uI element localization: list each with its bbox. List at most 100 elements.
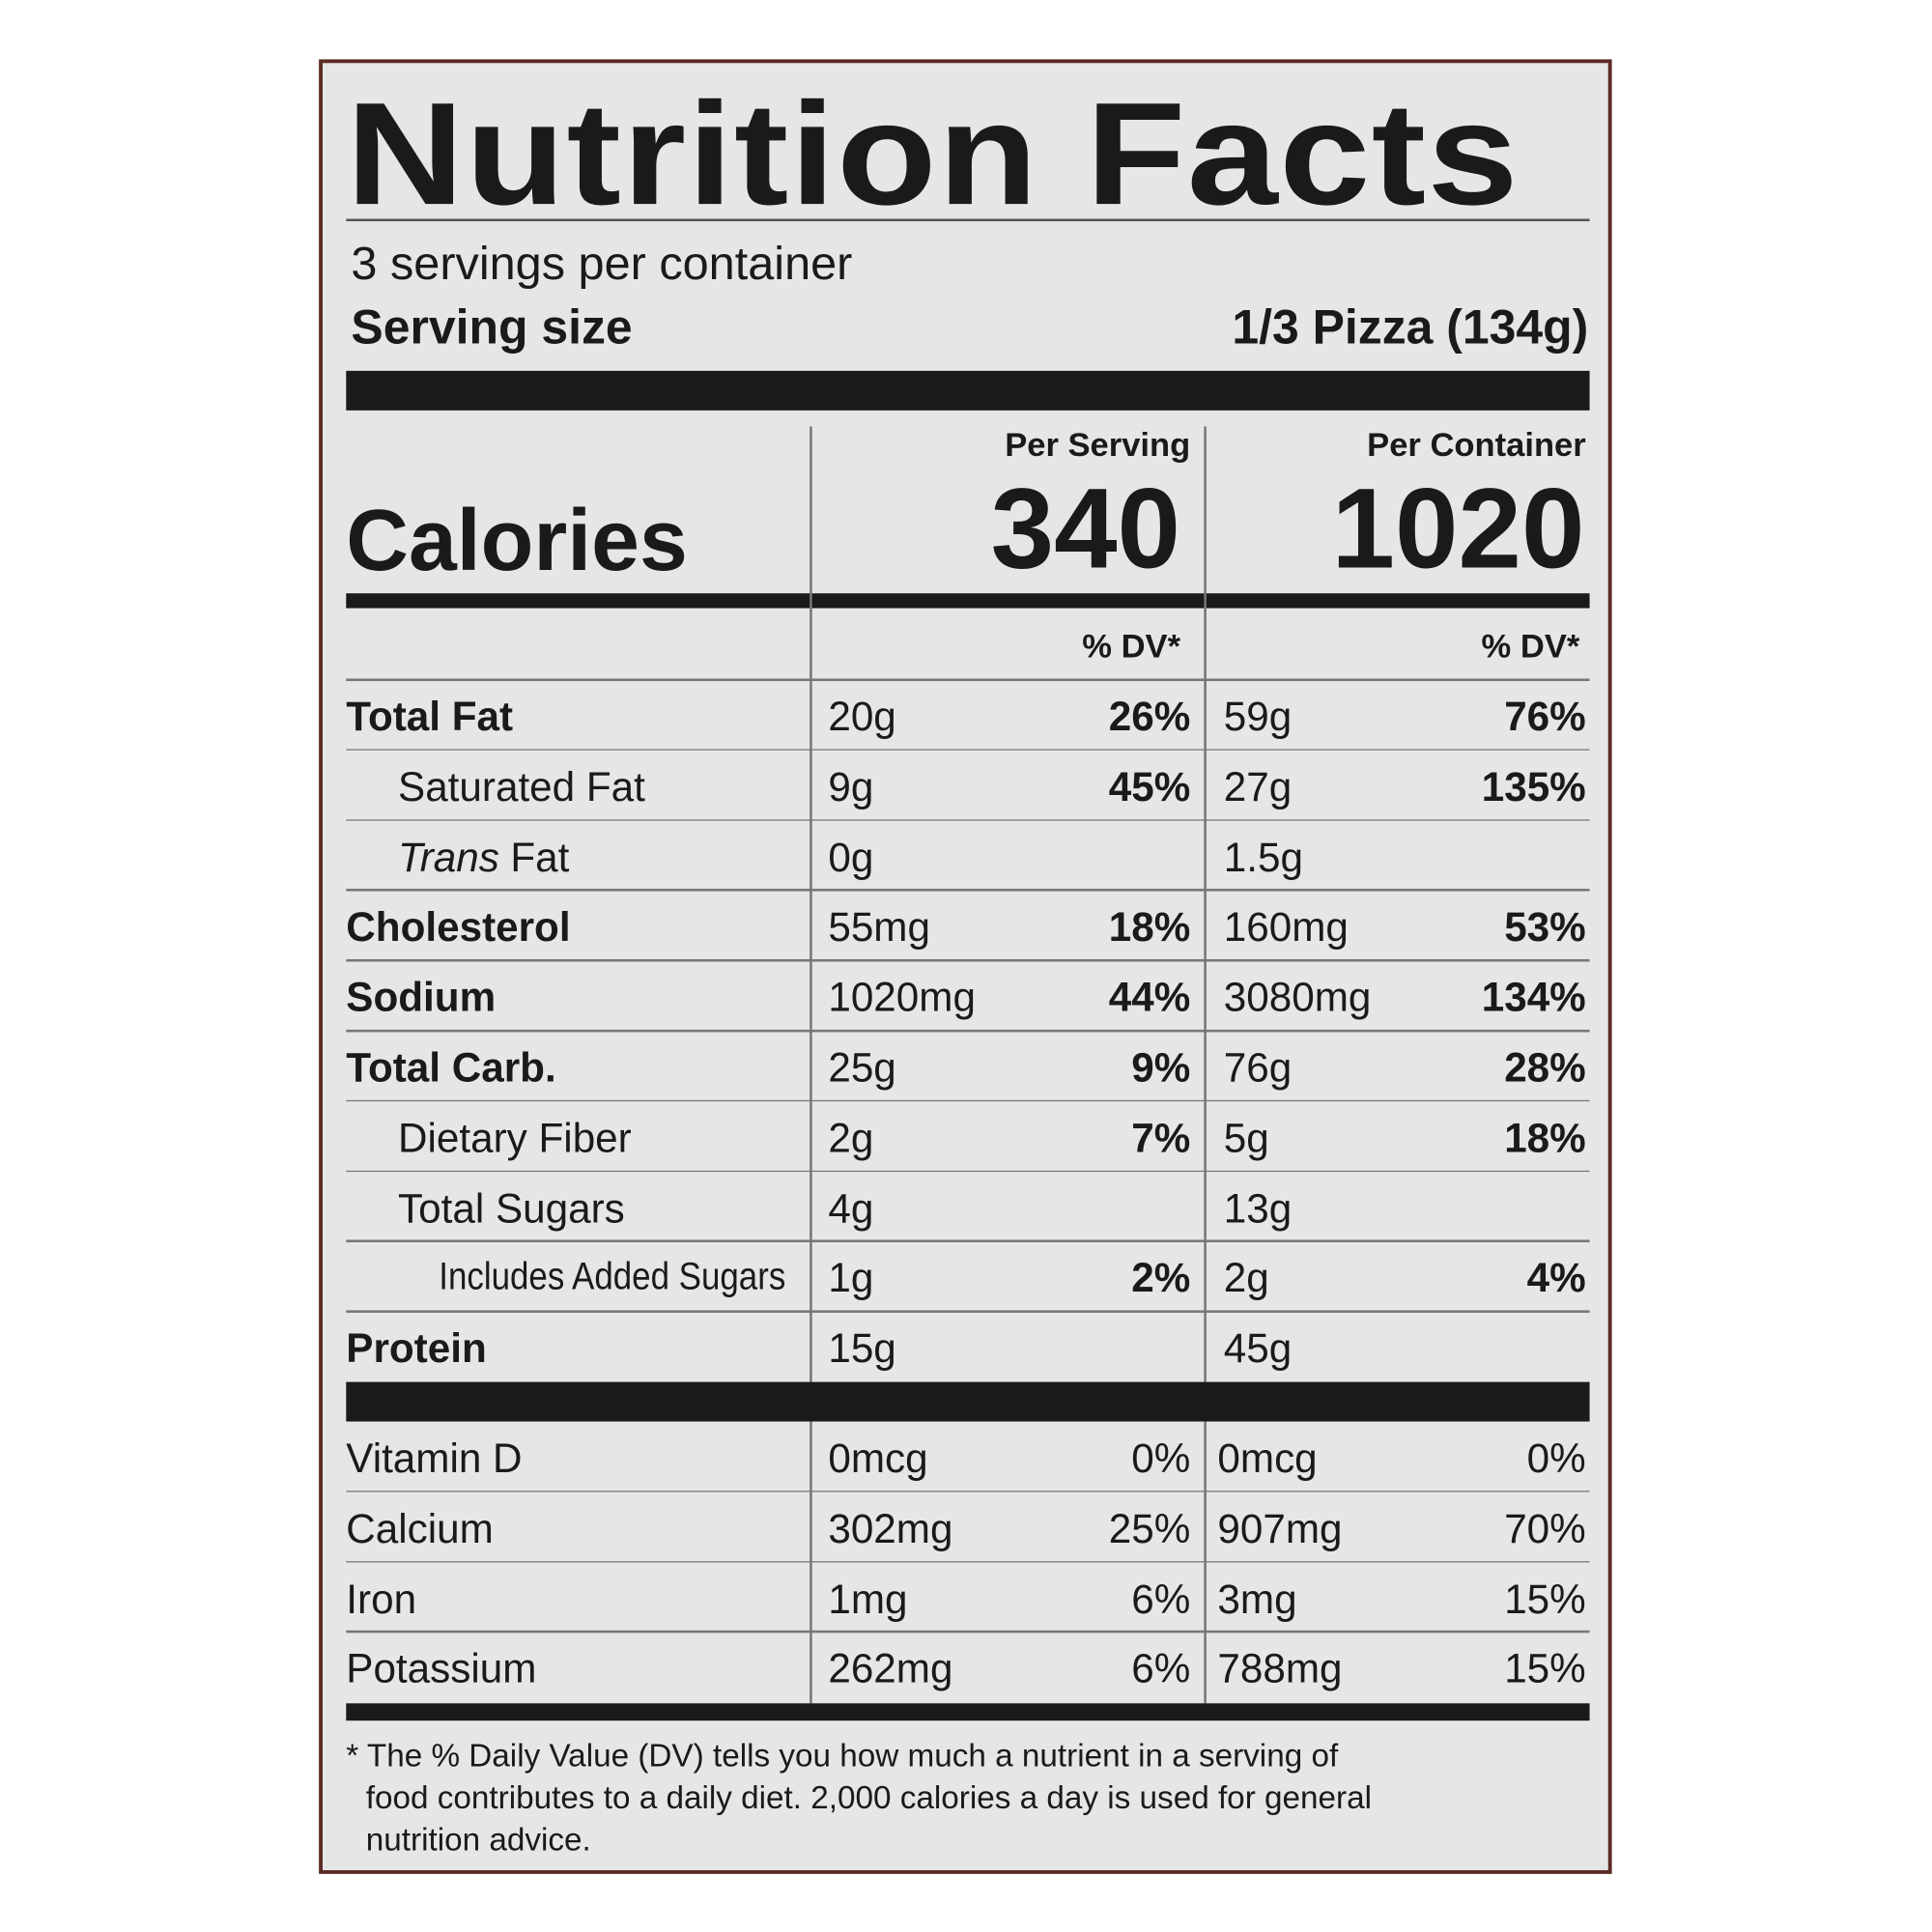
dv: 18% xyxy=(1504,1114,1586,1161)
nutrient-label: Total Fat xyxy=(346,693,514,740)
bar xyxy=(346,1381,1590,1422)
amount: 15g xyxy=(828,1324,896,1372)
serving-size-label: Serving size xyxy=(351,301,633,355)
dv: 15% xyxy=(1504,1645,1586,1691)
nutrient-label: Protein xyxy=(346,1324,487,1372)
nutrient-label: Saturated Fat xyxy=(398,763,645,810)
col-header: Per Container xyxy=(1367,426,1586,464)
nutrient-label: Sodium xyxy=(346,974,497,1020)
nutrient-label: Includes Added Sugars xyxy=(439,1255,786,1299)
dv: 2% xyxy=(1131,1255,1191,1301)
amount: 302mg xyxy=(828,1505,953,1551)
rule xyxy=(346,889,1590,892)
amount: 27g xyxy=(1223,763,1293,810)
amount: 1.5g xyxy=(1223,834,1303,880)
amount: 1mg xyxy=(828,1575,908,1622)
rule xyxy=(346,959,1590,962)
calories-value: 340 xyxy=(990,466,1181,592)
amount: 3080mg xyxy=(1223,974,1372,1020)
rule xyxy=(346,1239,1590,1242)
amount: 0g xyxy=(828,834,874,880)
rule xyxy=(346,678,1590,681)
rule xyxy=(346,1560,1590,1563)
vitamin-label: Iron xyxy=(346,1575,417,1622)
col-divider xyxy=(810,426,812,1382)
amount: 1020mg xyxy=(828,974,976,1020)
rule xyxy=(346,1170,1590,1173)
dv: 134% xyxy=(1481,974,1586,1020)
amount: 76g xyxy=(1223,1044,1293,1091)
servings: 3 servings per container xyxy=(351,238,853,291)
dv: 53% xyxy=(1504,903,1586,951)
amount: 3mg xyxy=(1217,1575,1297,1622)
col-divider xyxy=(1204,426,1207,1382)
amount: 20g xyxy=(828,693,896,740)
dv: 135% xyxy=(1481,763,1586,810)
nutrition-label xyxy=(319,59,1612,1874)
title: Nutrition Facts xyxy=(346,72,1520,237)
amount: 13g xyxy=(1223,1184,1293,1231)
rule xyxy=(346,1490,1590,1492)
amount: 0mcg xyxy=(1217,1435,1318,1481)
footnote: * The % Daily Value (DV) tells you how m… xyxy=(346,1736,1339,1775)
vitamin-label: Potassium xyxy=(346,1645,537,1691)
calories-value: 1020 xyxy=(1331,466,1585,592)
dv: 0% xyxy=(1131,1435,1191,1481)
amount: 788mg xyxy=(1217,1645,1343,1691)
amount: 160mg xyxy=(1223,903,1349,951)
vitamin-label: Vitamin D xyxy=(346,1435,523,1481)
dv: 70% xyxy=(1504,1505,1586,1551)
nutrient-label-italic: Trans xyxy=(398,834,499,880)
amount: 9g xyxy=(828,763,874,810)
dv: 6% xyxy=(1131,1575,1191,1622)
amount: 5g xyxy=(1223,1114,1269,1161)
dv-header: % DV* xyxy=(1082,628,1181,666)
thick-bar xyxy=(346,370,1590,411)
rule xyxy=(346,218,1590,222)
dv: 6% xyxy=(1131,1645,1191,1691)
dv: 25% xyxy=(1108,1505,1191,1551)
nutrient-label: Cholesterol xyxy=(346,903,571,951)
rule xyxy=(346,1099,1590,1102)
dv: 15% xyxy=(1504,1575,1586,1622)
footnote: food contributes to a daily diet. 2,000 … xyxy=(365,1778,1372,1816)
dv: 0% xyxy=(1526,1435,1586,1481)
amount: 55mg xyxy=(828,903,930,951)
bar xyxy=(346,1703,1590,1721)
dv: 44% xyxy=(1108,974,1191,1020)
rule xyxy=(346,1310,1590,1313)
amount: 45g xyxy=(1223,1324,1293,1372)
calories-label: Calories xyxy=(346,492,688,589)
nutrient-label: Trans Fat xyxy=(398,837,569,877)
nutrient-label: Total Carb. xyxy=(346,1044,556,1091)
rule xyxy=(346,749,1590,752)
rule xyxy=(346,1631,1590,1634)
dv: 7% xyxy=(1131,1114,1191,1161)
amount: 262mg xyxy=(828,1645,953,1691)
vitamin-label: Calcium xyxy=(346,1505,494,1551)
col-header: Per Serving xyxy=(1005,426,1191,464)
amount: 4g xyxy=(828,1184,874,1231)
dv: 26% xyxy=(1108,693,1191,740)
dv: 76% xyxy=(1504,693,1586,740)
amount: 0mcg xyxy=(828,1435,928,1481)
amount: 907mg xyxy=(1217,1505,1343,1551)
nutrient-label: Total Sugars xyxy=(398,1184,625,1231)
nutrient-label-text: Fat xyxy=(510,834,570,880)
dv: 4% xyxy=(1526,1255,1586,1301)
amount: 2g xyxy=(828,1114,874,1161)
dv: 45% xyxy=(1108,763,1191,810)
footnote: nutrition advice. xyxy=(365,1820,591,1859)
dv: 9% xyxy=(1131,1044,1191,1091)
nutrient-label: Dietary Fiber xyxy=(398,1114,632,1161)
dv: 18% xyxy=(1108,903,1191,951)
rule xyxy=(346,1029,1590,1032)
amount: 2g xyxy=(1223,1255,1269,1301)
rule xyxy=(346,818,1590,821)
amount: 25g xyxy=(828,1044,896,1091)
amount: 1g xyxy=(828,1255,874,1301)
serving-size-value: 1/3 Pizza (134g) xyxy=(1232,301,1589,355)
amount: 59g xyxy=(1223,693,1293,740)
